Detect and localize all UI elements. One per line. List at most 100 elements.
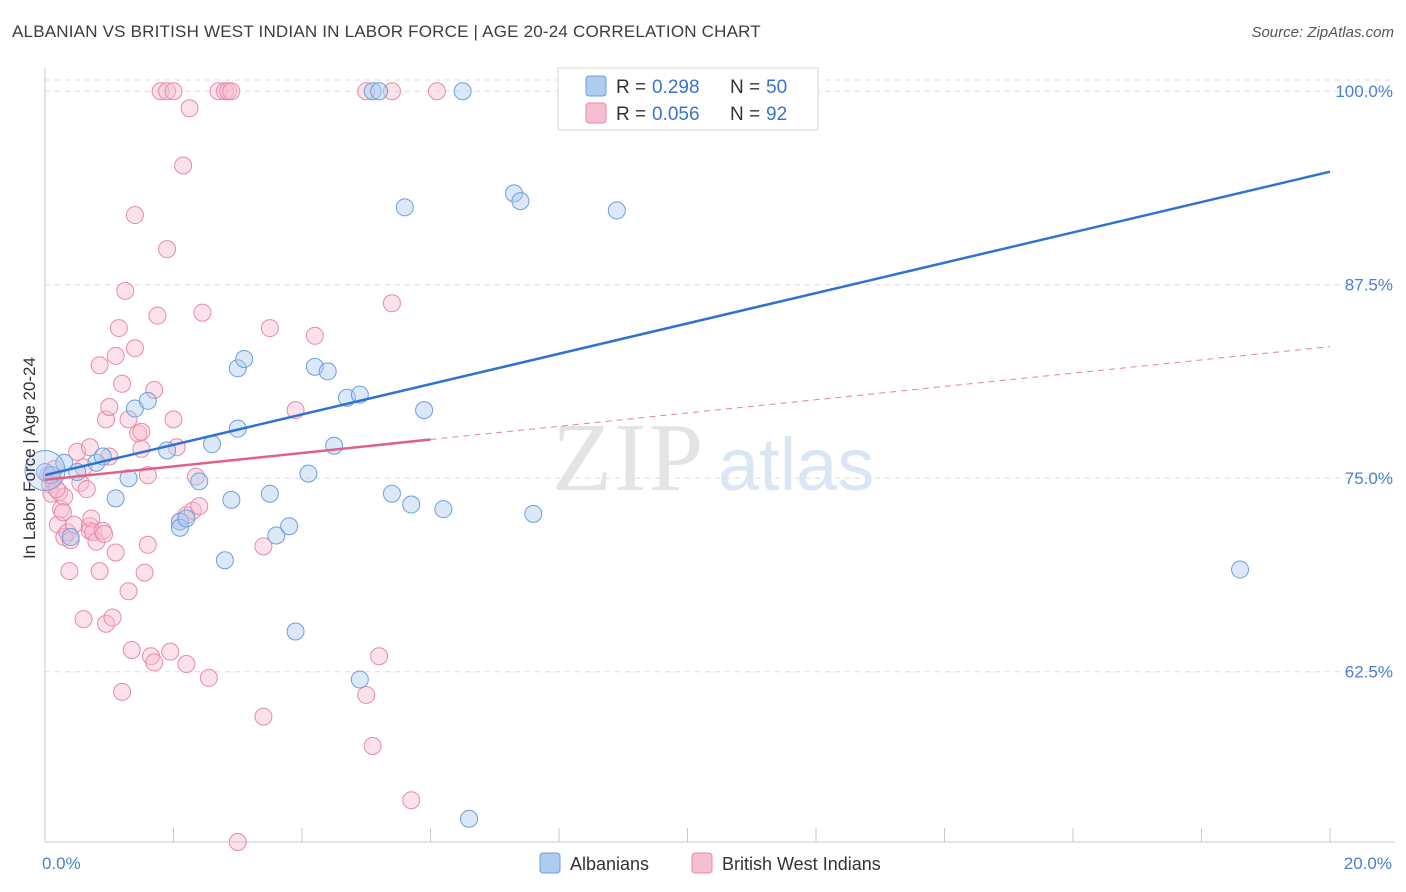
bwi-point-41 (119, 410, 138, 429)
albanian-point-48 (1231, 560, 1250, 579)
albanian-point-7 (106, 489, 125, 508)
albanian-point-15 (190, 472, 209, 491)
bwi-point-31 (100, 398, 119, 417)
albanian-point-22 (260, 484, 279, 503)
bwi-point-55 (151, 82, 170, 101)
bwi-point-33 (103, 608, 122, 627)
albanian-point-47 (607, 201, 626, 220)
axes (44, 68, 1395, 843)
legend-r-value-2: 0.056 (652, 104, 700, 125)
legend-swatch-albanians (585, 75, 607, 97)
bwi-point-42 (122, 641, 141, 660)
legend-box: R = 0.298 N = 50 R = 0.056 N = 92 (557, 67, 819, 131)
albanian-point-38 (415, 401, 434, 420)
bwi-point-69 (190, 497, 209, 516)
bwi-point-53 (145, 380, 164, 399)
bwi-point-88 (402, 791, 421, 810)
albanian-point-13 (170, 518, 189, 537)
bwi-point-22 (82, 509, 101, 528)
bwi-point-91 (53, 503, 72, 522)
bwi-point-89 (427, 82, 446, 101)
bwi-points (39, 82, 446, 851)
bwi-point-37 (113, 374, 132, 393)
legend-r-value-1: 0.298 (652, 77, 700, 98)
albanian-point-33 (363, 82, 382, 101)
watermark-zip: ZIP (552, 404, 705, 512)
albanian-point-17 (215, 551, 234, 570)
bwi-point-57 (158, 240, 177, 259)
bwi-trendline (44, 438, 431, 482)
x-tick-label-min: 0.0% (42, 854, 81, 873)
bwi-point-38 (113, 682, 132, 701)
albanian-point-10 (138, 391, 157, 410)
albanian-point-23 (267, 526, 286, 545)
chart-title: ALBANIAN VS BRITISH WEST INDIAN IN LABOR… (12, 22, 761, 41)
legend-swatch-bwi (585, 102, 607, 124)
bwi-point-82 (357, 82, 376, 101)
albanian-point-26 (299, 464, 318, 483)
bwi-point-27 (93, 521, 112, 540)
albanian-point-41 (460, 809, 479, 828)
bwi-point-45 (129, 424, 148, 443)
bwi-point-49 (138, 466, 157, 485)
bwi-point-25 (90, 562, 109, 581)
bottom-legend-swatch-albanians (539, 852, 561, 874)
albanian-point-43 (511, 192, 530, 211)
bwi-point-40 (119, 582, 138, 601)
bwi-point-19 (80, 438, 99, 457)
bwi-point-43 (125, 339, 144, 358)
legend-r-label-2: R = (616, 104, 646, 125)
bwi-point-60 (164, 410, 183, 429)
bwi-point-39 (116, 281, 135, 300)
y-tick-label-1: 75.0% (1345, 469, 1393, 488)
watermark: ZIP atlas (552, 404, 874, 512)
x-tick-label-max: 20.0% (1344, 854, 1392, 873)
bwi-point-63 (174, 156, 193, 175)
bwi-point-35 (106, 346, 125, 365)
legend-n-label-2: N = (730, 104, 760, 125)
bwi-point-11 (60, 562, 79, 581)
bwi-point-46 (132, 422, 151, 441)
bottom-legend-albanians: Albanians (570, 854, 649, 874)
bwi-point-24 (87, 532, 106, 551)
bwi-point-71 (199, 668, 218, 687)
bwi-point-90 (47, 480, 66, 499)
bwi-point-56 (158, 82, 177, 101)
bwi-point-64 (177, 654, 196, 673)
albanian-point-32 (350, 670, 369, 689)
bwi-point-86 (382, 82, 401, 101)
bwi-point-58 (161, 642, 180, 661)
bwi-point-81 (305, 326, 324, 345)
legend-n-label-1: N = (730, 77, 760, 98)
trendlines (44, 170, 1331, 482)
source-label: Source: ZipAtlas.com (1251, 24, 1394, 41)
albanian-point-25 (286, 622, 305, 641)
bwi-point-67 (183, 501, 202, 520)
y-axis-labels: 62.5% 75.0% 87.5% 100.0% (1335, 82, 1393, 681)
bwi-point-70 (193, 303, 212, 322)
bwi-point-79 (260, 319, 279, 338)
albanian-point-8 (119, 469, 138, 488)
albanian-points (24, 82, 1250, 828)
watermark-atlas: atlas (718, 423, 874, 506)
albanian-point-40 (453, 82, 472, 101)
albanian-point-34 (370, 82, 389, 101)
albanian-point-44 (524, 504, 543, 523)
bwi-point-52 (145, 653, 164, 672)
albanian-point-14 (177, 509, 196, 528)
albanian-point-20 (228, 359, 247, 378)
y-tick-label-2: 87.5% (1345, 276, 1393, 295)
albanian-point-39 (434, 500, 453, 519)
bwi-point-50 (138, 535, 157, 554)
bwi-point-77 (254, 537, 273, 556)
bottom-legend-swatch-bwi (691, 852, 713, 874)
bwi-point-75 (222, 82, 241, 101)
bwi-point-72 (209, 82, 228, 101)
albanian-point-35 (382, 484, 401, 503)
bwi-point-85 (370, 647, 389, 666)
legend-r-label-1: R = (616, 77, 646, 98)
albanian-point-24 (280, 517, 299, 536)
bwi-point-66 (180, 99, 199, 118)
bwi-point-78 (254, 707, 273, 726)
gridlines (45, 79, 1395, 673)
